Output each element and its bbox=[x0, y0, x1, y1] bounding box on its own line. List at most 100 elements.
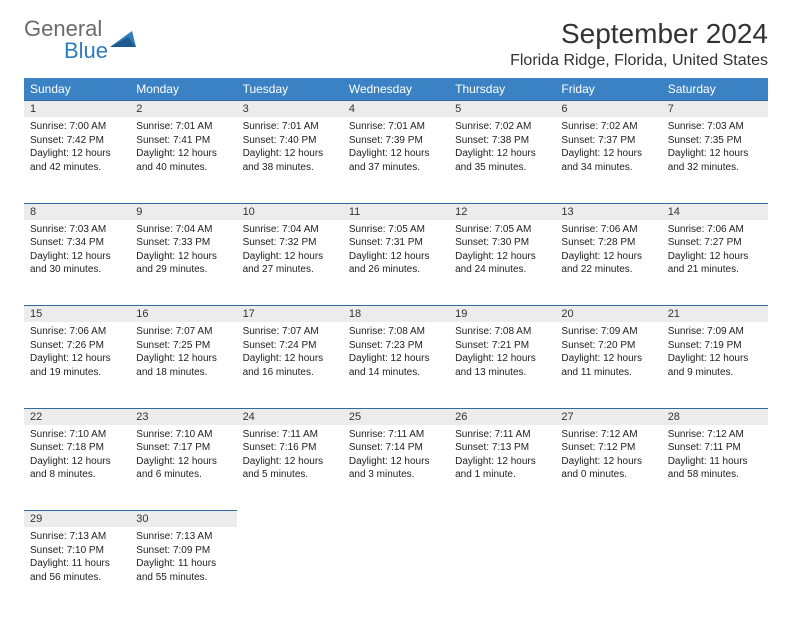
day-number-row: 22232425262728 bbox=[24, 408, 768, 425]
daylight-line: Daylight: 12 hours and 34 minutes. bbox=[561, 147, 655, 174]
sunrise-line: Sunrise: 7:08 AM bbox=[455, 325, 549, 339]
day-number-cell: 19 bbox=[449, 306, 555, 323]
daylight-line: Daylight: 12 hours and 13 minutes. bbox=[455, 352, 549, 379]
daylight-line: Daylight: 12 hours and 22 minutes. bbox=[561, 250, 655, 277]
calendar-table: Sunday Monday Tuesday Wednesday Thursday… bbox=[24, 78, 768, 613]
day-content-cell: Sunrise: 7:04 AMSunset: 7:32 PMDaylight:… bbox=[237, 220, 343, 306]
sunset-line: Sunset: 7:16 PM bbox=[243, 441, 337, 455]
day-content-cell: Sunrise: 7:12 AMSunset: 7:12 PMDaylight:… bbox=[555, 425, 661, 511]
calendar-page: General Blue September 2024 Florida Ridg… bbox=[0, 0, 792, 631]
sunset-line: Sunset: 7:34 PM bbox=[30, 236, 124, 250]
daylight-line: Daylight: 12 hours and 5 minutes. bbox=[243, 455, 337, 482]
daylight-line: Daylight: 12 hours and 8 minutes. bbox=[30, 455, 124, 482]
sunset-line: Sunset: 7:21 PM bbox=[455, 339, 549, 353]
day-content-cell: Sunrise: 7:01 AMSunset: 7:41 PMDaylight:… bbox=[130, 117, 236, 203]
daylight-line: Daylight: 11 hours and 58 minutes. bbox=[668, 455, 762, 482]
day-content-row: Sunrise: 7:13 AMSunset: 7:10 PMDaylight:… bbox=[24, 527, 768, 613]
day-number-cell: 5 bbox=[449, 101, 555, 118]
day-content-cell bbox=[343, 527, 449, 613]
sunset-line: Sunset: 7:11 PM bbox=[668, 441, 762, 455]
daylight-line: Daylight: 12 hours and 14 minutes. bbox=[349, 352, 443, 379]
day-number-cell: 3 bbox=[237, 101, 343, 118]
day-content-row: Sunrise: 7:03 AMSunset: 7:34 PMDaylight:… bbox=[24, 220, 768, 306]
sunrise-line: Sunrise: 7:03 AM bbox=[30, 223, 124, 237]
day-content-cell: Sunrise: 7:02 AMSunset: 7:38 PMDaylight:… bbox=[449, 117, 555, 203]
day-content-cell bbox=[237, 527, 343, 613]
day-number-cell bbox=[449, 511, 555, 528]
sunset-line: Sunset: 7:39 PM bbox=[349, 134, 443, 148]
title-block: September 2024 Florida Ridge, Florida, U… bbox=[510, 18, 768, 70]
day-content-row: Sunrise: 7:10 AMSunset: 7:18 PMDaylight:… bbox=[24, 425, 768, 511]
sunset-line: Sunset: 7:24 PM bbox=[243, 339, 337, 353]
day-number-cell: 8 bbox=[24, 203, 130, 220]
sunrise-line: Sunrise: 7:12 AM bbox=[561, 428, 655, 442]
day-content-cell: Sunrise: 7:13 AMSunset: 7:09 PMDaylight:… bbox=[130, 527, 236, 613]
day-content-row: Sunrise: 7:00 AMSunset: 7:42 PMDaylight:… bbox=[24, 117, 768, 203]
day-number-cell: 1 bbox=[24, 101, 130, 118]
day-number-row: 1234567 bbox=[24, 101, 768, 118]
sunrise-line: Sunrise: 7:08 AM bbox=[349, 325, 443, 339]
daylight-line: Daylight: 12 hours and 18 minutes. bbox=[136, 352, 230, 379]
day-number-cell: 17 bbox=[237, 306, 343, 323]
weekday-header: Saturday bbox=[662, 78, 768, 101]
day-content-cell: Sunrise: 7:10 AMSunset: 7:18 PMDaylight:… bbox=[24, 425, 130, 511]
day-content-cell: Sunrise: 7:03 AMSunset: 7:35 PMDaylight:… bbox=[662, 117, 768, 203]
daylight-line: Daylight: 12 hours and 16 minutes. bbox=[243, 352, 337, 379]
day-content-cell: Sunrise: 7:11 AMSunset: 7:16 PMDaylight:… bbox=[237, 425, 343, 511]
daylight-line: Daylight: 12 hours and 6 minutes. bbox=[136, 455, 230, 482]
daylight-line: Daylight: 12 hours and 1 minute. bbox=[455, 455, 549, 482]
logo: General Blue bbox=[24, 18, 136, 62]
day-content-cell: Sunrise: 7:10 AMSunset: 7:17 PMDaylight:… bbox=[130, 425, 236, 511]
sunrise-line: Sunrise: 7:05 AM bbox=[455, 223, 549, 237]
day-content-cell: Sunrise: 7:03 AMSunset: 7:34 PMDaylight:… bbox=[24, 220, 130, 306]
sunrise-line: Sunrise: 7:05 AM bbox=[349, 223, 443, 237]
daylight-line: Daylight: 11 hours and 55 minutes. bbox=[136, 557, 230, 584]
day-content-cell: Sunrise: 7:00 AMSunset: 7:42 PMDaylight:… bbox=[24, 117, 130, 203]
day-number-cell: 10 bbox=[237, 203, 343, 220]
day-content-cell bbox=[555, 527, 661, 613]
day-content-cell: Sunrise: 7:11 AMSunset: 7:14 PMDaylight:… bbox=[343, 425, 449, 511]
sunset-line: Sunset: 7:33 PM bbox=[136, 236, 230, 250]
day-content-cell: Sunrise: 7:04 AMSunset: 7:33 PMDaylight:… bbox=[130, 220, 236, 306]
day-number-cell: 13 bbox=[555, 203, 661, 220]
sunset-line: Sunset: 7:28 PM bbox=[561, 236, 655, 250]
sunset-line: Sunset: 7:12 PM bbox=[561, 441, 655, 455]
daylight-line: Daylight: 12 hours and 29 minutes. bbox=[136, 250, 230, 277]
day-content-cell: Sunrise: 7:07 AMSunset: 7:24 PMDaylight:… bbox=[237, 322, 343, 408]
daylight-line: Daylight: 12 hours and 38 minutes. bbox=[243, 147, 337, 174]
sunrise-line: Sunrise: 7:11 AM bbox=[243, 428, 337, 442]
sunset-line: Sunset: 7:37 PM bbox=[561, 134, 655, 148]
sunset-line: Sunset: 7:35 PM bbox=[668, 134, 762, 148]
day-content-cell: Sunrise: 7:09 AMSunset: 7:19 PMDaylight:… bbox=[662, 322, 768, 408]
day-number-row: 2930 bbox=[24, 511, 768, 528]
day-number-cell: 30 bbox=[130, 511, 236, 528]
daylight-line: Daylight: 12 hours and 26 minutes. bbox=[349, 250, 443, 277]
daylight-line: Daylight: 12 hours and 30 minutes. bbox=[30, 250, 124, 277]
day-number-cell bbox=[343, 511, 449, 528]
day-number-cell: 24 bbox=[237, 408, 343, 425]
sunrise-line: Sunrise: 7:06 AM bbox=[561, 223, 655, 237]
day-number-cell bbox=[555, 511, 661, 528]
logo-triangle-icon bbox=[110, 29, 136, 51]
sunset-line: Sunset: 7:41 PM bbox=[136, 134, 230, 148]
day-number-cell: 27 bbox=[555, 408, 661, 425]
sunset-line: Sunset: 7:31 PM bbox=[349, 236, 443, 250]
daylight-line: Daylight: 12 hours and 32 minutes. bbox=[668, 147, 762, 174]
sunrise-line: Sunrise: 7:07 AM bbox=[136, 325, 230, 339]
sunrise-line: Sunrise: 7:04 AM bbox=[243, 223, 337, 237]
sunset-line: Sunset: 7:13 PM bbox=[455, 441, 549, 455]
sunset-line: Sunset: 7:27 PM bbox=[668, 236, 762, 250]
daylight-line: Daylight: 11 hours and 56 minutes. bbox=[30, 557, 124, 584]
day-content-cell: Sunrise: 7:12 AMSunset: 7:11 PMDaylight:… bbox=[662, 425, 768, 511]
day-content-cell: Sunrise: 7:06 AMSunset: 7:28 PMDaylight:… bbox=[555, 220, 661, 306]
calendar-body: 1234567Sunrise: 7:00 AMSunset: 7:42 PMDa… bbox=[24, 101, 768, 614]
day-number-row: 15161718192021 bbox=[24, 306, 768, 323]
day-number-cell: 12 bbox=[449, 203, 555, 220]
daylight-line: Daylight: 12 hours and 40 minutes. bbox=[136, 147, 230, 174]
daylight-line: Daylight: 12 hours and 37 minutes. bbox=[349, 147, 443, 174]
day-content-cell: Sunrise: 7:02 AMSunset: 7:37 PMDaylight:… bbox=[555, 117, 661, 203]
day-content-cell bbox=[449, 527, 555, 613]
sunrise-line: Sunrise: 7:02 AM bbox=[455, 120, 549, 134]
day-number-row: 891011121314 bbox=[24, 203, 768, 220]
daylight-line: Daylight: 12 hours and 42 minutes. bbox=[30, 147, 124, 174]
